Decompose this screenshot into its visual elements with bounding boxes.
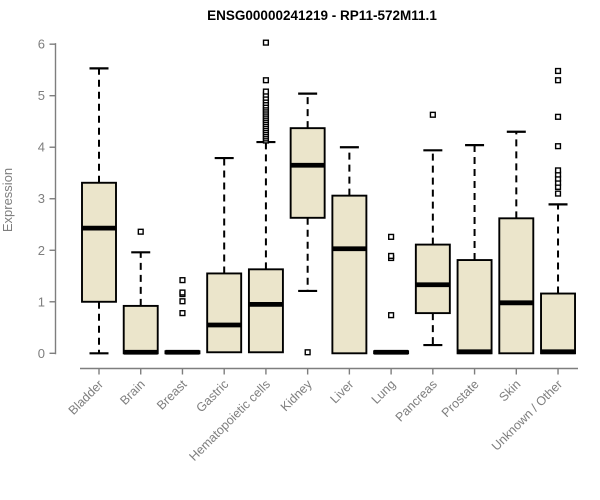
- iqr-box: [540, 292, 576, 355]
- x-category-label: Unknown / Other: [489, 377, 565, 453]
- outlier-point: [429, 111, 436, 118]
- boxplot-bladder: [81, 67, 117, 355]
- y-tick-label: 1: [38, 294, 45, 309]
- x-category-label: Lung: [369, 377, 399, 407]
- y-tick-label: 2: [38, 243, 45, 258]
- y-axis-label: Expression: [0, 168, 15, 232]
- outlier-point: [179, 298, 186, 305]
- iqr-box: [498, 217, 535, 355]
- iqr-box: [206, 272, 243, 354]
- boxplot-pancreas: [414, 111, 451, 347]
- y-tick-label: 3: [38, 191, 45, 206]
- chart-title: ENSG00000241219 - RP11-572M11.1: [207, 8, 437, 23]
- boxplot-gastric: [206, 156, 243, 354]
- x-category-label: Bladder: [66, 377, 106, 417]
- boxplot-kidney: [289, 92, 326, 356]
- iqr-box: [247, 268, 284, 354]
- boxplot-liver: [331, 146, 368, 355]
- boxplot-breast: [164, 277, 201, 355]
- y-tick-label: 0: [38, 346, 45, 361]
- outlier-point: [554, 190, 562, 197]
- boxplot-unknown-other: [540, 67, 576, 355]
- boxplot-lung: [373, 233, 410, 355]
- x-category-label: Liver: [327, 377, 356, 406]
- outlier-point: [262, 88, 270, 95]
- boxplot-series: [81, 39, 576, 356]
- outlier-point: [554, 77, 562, 84]
- x-category-label: Brain: [117, 377, 148, 408]
- x-category-label: Kidney: [278, 377, 315, 414]
- outlier-point: [388, 252, 395, 260]
- outlier-point: [388, 233, 395, 240]
- boxplot-hematopoietic-cells: [247, 39, 284, 354]
- x-category-label: Hematopoietic cells: [186, 377, 273, 464]
- outlier-point: [179, 310, 186, 317]
- boxplot-skin: [498, 130, 535, 355]
- x-category-label: Pancreas: [393, 377, 440, 424]
- outlier-point: [262, 77, 270, 84]
- outlier-point: [554, 113, 562, 120]
- outlier-point: [262, 39, 270, 46]
- boxplot-brain: [122, 228, 159, 355]
- iqr-box: [81, 181, 117, 303]
- y-tick-label: 5: [38, 88, 45, 103]
- x-category-label: Prostate: [439, 377, 482, 420]
- outlier-point: [179, 289, 186, 296]
- x-category-label: Skin: [496, 377, 523, 404]
- iqr-box: [289, 127, 326, 219]
- boxplot-prostate: [456, 144, 493, 355]
- outlier-point: [179, 277, 186, 284]
- outlier-point: [554, 143, 562, 150]
- outlier-point: [388, 312, 395, 319]
- y-tick-label: 6: [38, 37, 45, 52]
- iqr-box: [456, 259, 493, 355]
- iqr-box: [122, 304, 159, 355]
- outlier-point: [554, 67, 562, 75]
- iqr-box: [331, 194, 368, 355]
- outlier-point: [554, 167, 562, 174]
- y-tick-label: 4: [38, 140, 45, 155]
- outlier-point: [137, 228, 144, 235]
- x-category-label: Breast: [154, 377, 190, 413]
- x-category-label: Gastric: [193, 377, 231, 415]
- outlier-point: [304, 349, 311, 356]
- iqr-box: [414, 243, 451, 315]
